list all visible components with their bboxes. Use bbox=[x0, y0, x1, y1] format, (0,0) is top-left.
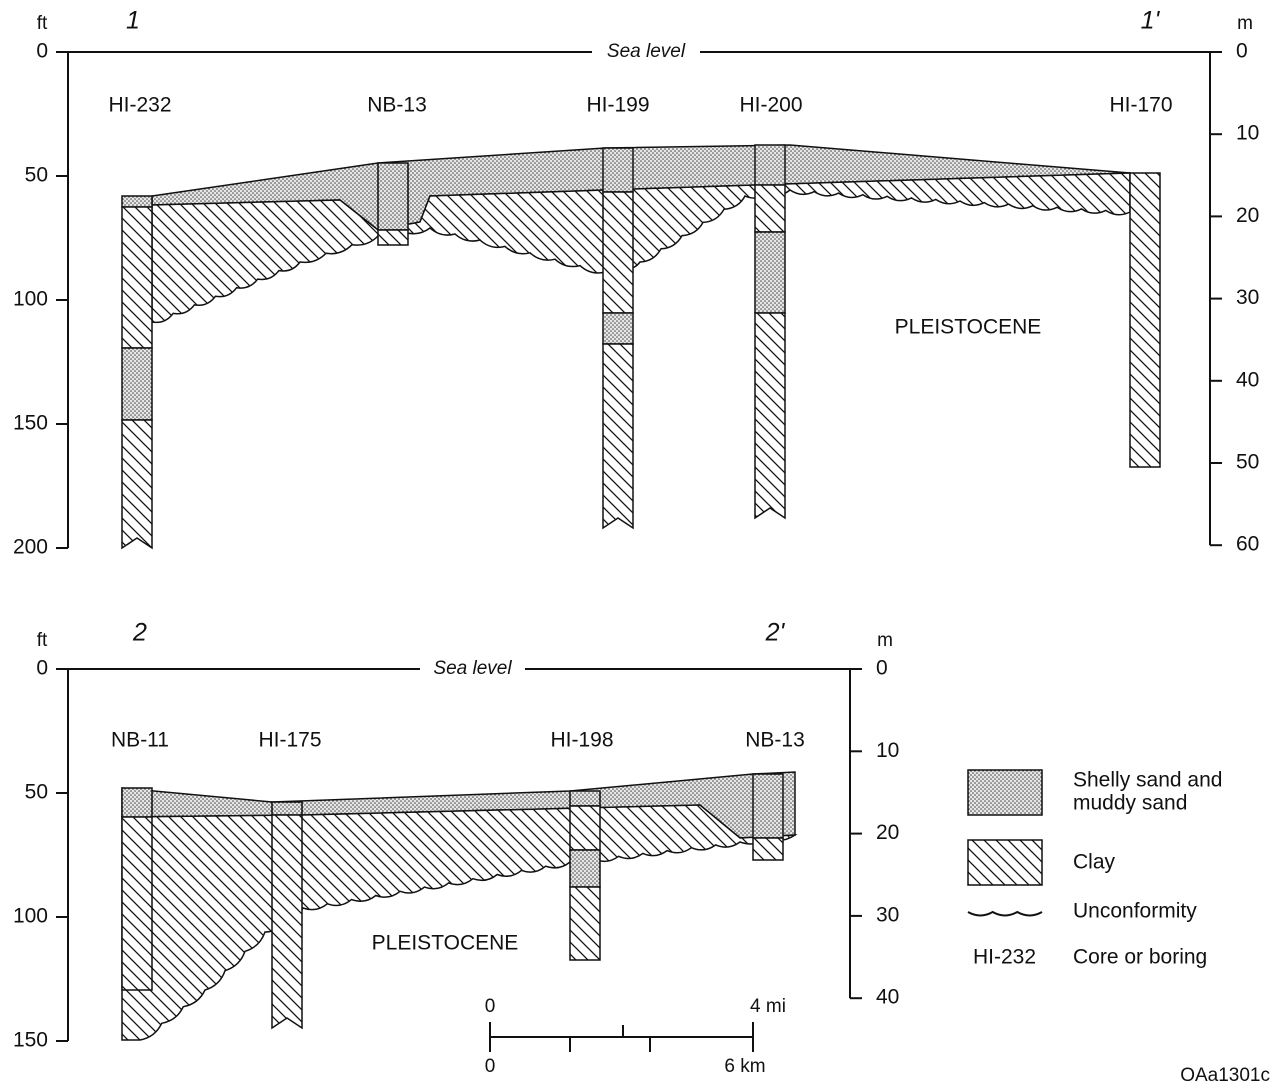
sea-level-label: Sea level bbox=[607, 41, 686, 62]
boring-label: HI-232 bbox=[108, 94, 171, 117]
boring-label: HI-170 bbox=[1109, 94, 1172, 117]
ft-tick-label: 0 bbox=[36, 40, 48, 63]
boring-segment bbox=[602, 147, 634, 193]
m-tick-label: 40 bbox=[1236, 368, 1259, 391]
boring-segment bbox=[377, 229, 409, 246]
m-tick-label: 10 bbox=[876, 739, 899, 762]
boring-segment bbox=[569, 886, 601, 961]
unit-label: PLEISTOCENE bbox=[895, 316, 1042, 339]
scale-label: 0 bbox=[485, 996, 496, 1017]
section-start: 2 bbox=[132, 619, 147, 647]
legend-swatch bbox=[967, 839, 1043, 886]
boring-segment bbox=[754, 312, 786, 520]
m-tick-label: 0 bbox=[876, 657, 888, 680]
m-unit: m bbox=[877, 630, 893, 651]
boring-segment bbox=[121, 206, 153, 349]
boring-segment bbox=[754, 184, 786, 233]
section-end: 2' bbox=[765, 619, 786, 647]
clay-layer bbox=[151, 172, 1131, 324]
section-start: 1 bbox=[126, 7, 140, 35]
ft-tick-label: 0 bbox=[36, 657, 48, 680]
legend-label: Core or boring bbox=[1073, 946, 1207, 969]
m-unit: m bbox=[1237, 13, 1253, 34]
clay-layer bbox=[121, 804, 798, 1041]
boring-segment bbox=[121, 419, 153, 550]
m-tick-label: 20 bbox=[1236, 204, 1259, 227]
legend-label: Unconformity bbox=[1073, 900, 1197, 923]
m-tick-label: 0 bbox=[1236, 40, 1248, 63]
geology-layers bbox=[56, 51, 1222, 1052]
boring-segment bbox=[602, 191, 634, 314]
legend-swatch bbox=[967, 769, 1043, 816]
ft-unit: ft bbox=[37, 13, 48, 34]
ft-tick-label: 100 bbox=[13, 288, 48, 311]
scale-label: 6 km bbox=[724, 1056, 765, 1077]
m-tick-label: 60 bbox=[1236, 533, 1259, 556]
sea-level-label: Sea level bbox=[433, 658, 512, 679]
m-tick-label: 20 bbox=[876, 821, 899, 844]
boring-segment bbox=[271, 801, 303, 816]
legend-label: Clay bbox=[1073, 851, 1116, 874]
ft-tick-label: 200 bbox=[13, 536, 48, 559]
legend-label: muddy sand bbox=[1073, 792, 1187, 815]
m-tick-label: 40 bbox=[876, 986, 899, 1009]
unit-label: PLEISTOCENE bbox=[372, 932, 519, 955]
boring-segment bbox=[754, 231, 786, 314]
boring-segment bbox=[602, 343, 634, 530]
boring-label: NB-13 bbox=[745, 729, 805, 752]
ft-tick-label: 50 bbox=[25, 781, 48, 804]
boring-segment bbox=[1129, 172, 1161, 468]
figure-id: QAa1301c bbox=[1180, 1065, 1270, 1081]
legend-unconformity bbox=[967, 910, 1043, 917]
boring-label: HI-199 bbox=[586, 94, 649, 117]
section-end: 1' bbox=[1141, 7, 1161, 35]
boring-label: HI-200 bbox=[739, 94, 802, 117]
boring-label: NB-13 bbox=[367, 94, 427, 117]
ft-tick-label: 150 bbox=[13, 1029, 48, 1052]
boring-segment bbox=[569, 790, 601, 807]
m-tick-label: 30 bbox=[876, 903, 899, 926]
m-tick-label: 30 bbox=[1236, 286, 1259, 309]
boring-label: HI-198 bbox=[550, 729, 613, 752]
m-tick-label: 10 bbox=[1236, 122, 1259, 145]
boring-segment bbox=[569, 849, 601, 888]
ft-tick-label: 50 bbox=[25, 164, 48, 187]
boring-segment bbox=[271, 814, 303, 1030]
legend-label: Shelly sand and bbox=[1073, 769, 1222, 792]
m-tick-label: 50 bbox=[1236, 451, 1259, 474]
scale-label: 0 bbox=[485, 1056, 496, 1077]
scale-label: 4 mi bbox=[750, 996, 786, 1017]
ft-tick-label: 150 bbox=[13, 412, 48, 435]
boring-segment bbox=[121, 787, 153, 818]
boring-segment bbox=[752, 773, 784, 839]
boring-segment bbox=[752, 837, 784, 861]
boring-segment bbox=[569, 805, 601, 851]
boring-segment bbox=[121, 347, 153, 421]
boring-segment bbox=[121, 816, 153, 991]
boring-segment bbox=[377, 162, 409, 231]
ft-unit: ft bbox=[37, 630, 48, 651]
boring-label: HI-175 bbox=[258, 729, 321, 752]
boring-segment bbox=[754, 144, 786, 186]
boring-segment bbox=[121, 195, 153, 208]
legend-label: HI-232 bbox=[973, 946, 1036, 969]
boring-segment bbox=[602, 312, 634, 345]
ft-tick-label: 100 bbox=[13, 905, 48, 928]
boring-label: NB-11 bbox=[111, 729, 169, 752]
